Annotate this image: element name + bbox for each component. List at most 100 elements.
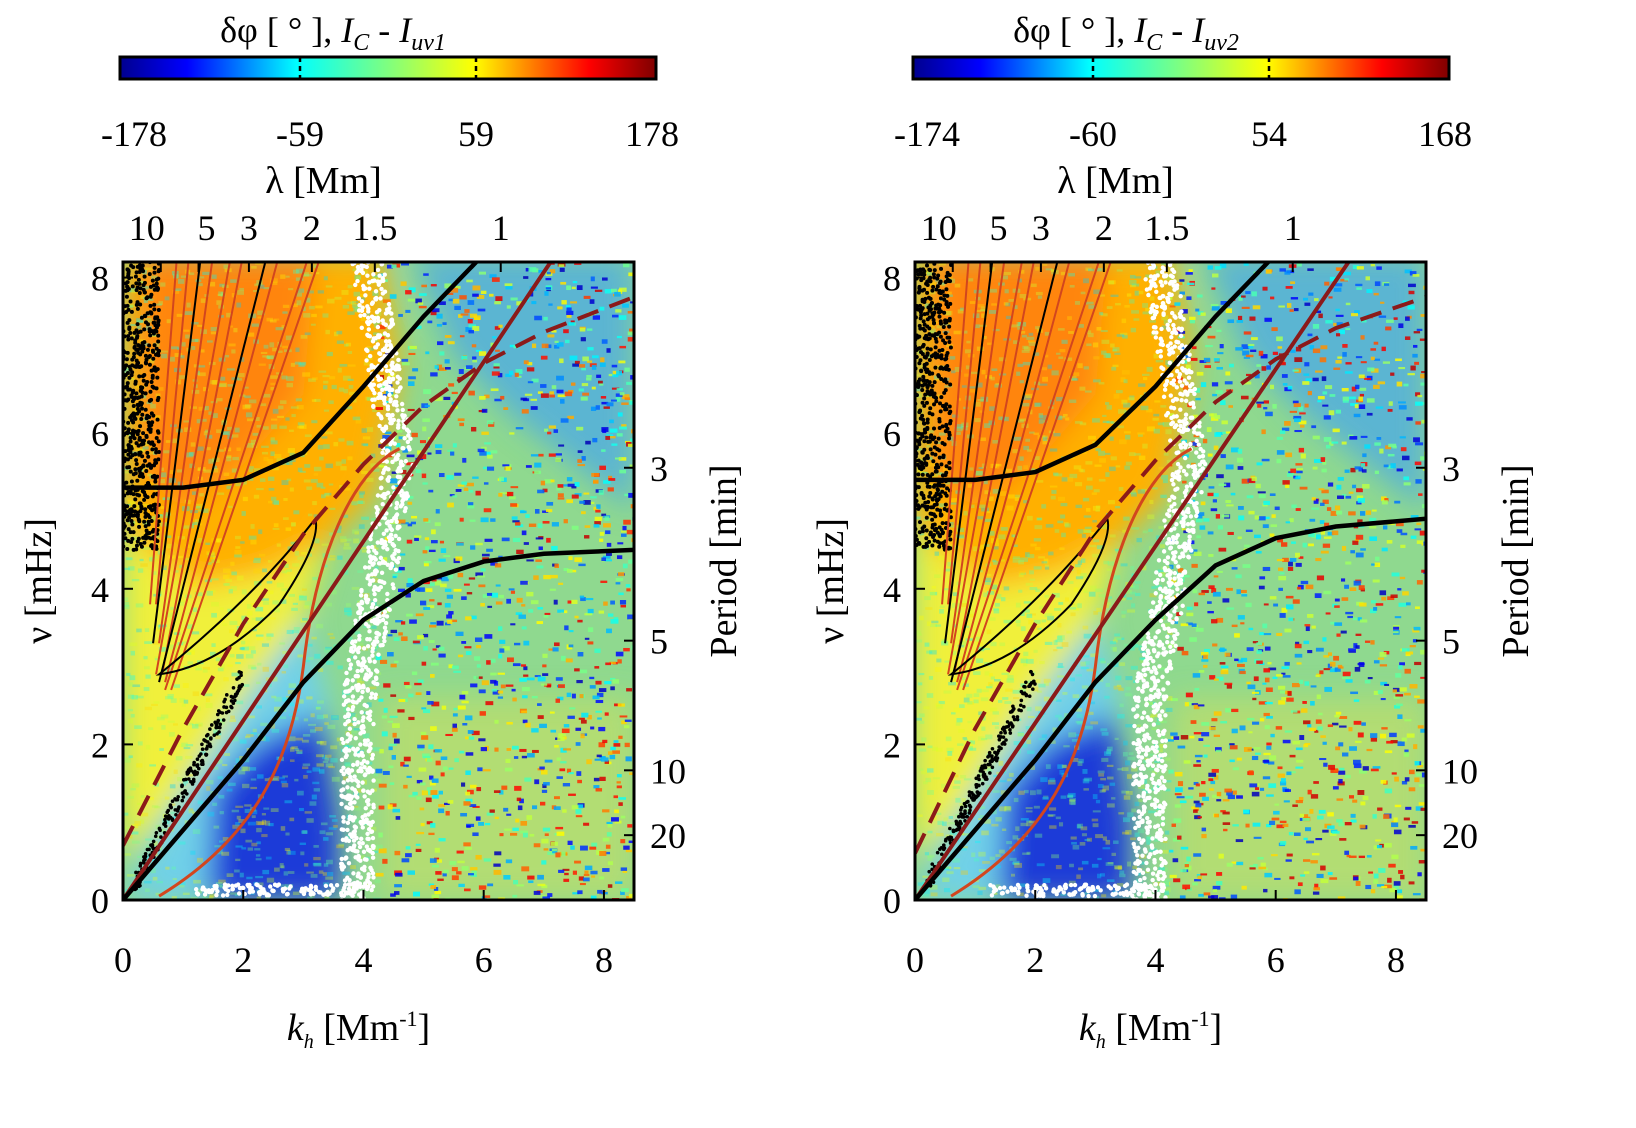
speckle bbox=[617, 659, 622, 664]
speckle bbox=[405, 846, 411, 850]
speckle bbox=[195, 722, 203, 727]
speckle bbox=[490, 672, 497, 676]
speckle bbox=[128, 566, 135, 571]
white-band-point bbox=[391, 585, 396, 591]
speckle bbox=[952, 774, 959, 778]
speckle bbox=[276, 350, 283, 353]
speckle bbox=[189, 451, 195, 457]
speckle bbox=[235, 858, 241, 862]
speckle bbox=[136, 318, 144, 323]
speckle bbox=[301, 588, 307, 591]
speckle bbox=[423, 709, 431, 714]
speckle bbox=[574, 262, 582, 265]
white-band-point bbox=[366, 821, 371, 826]
speckle bbox=[603, 480, 611, 484]
speckle bbox=[613, 740, 619, 743]
black-point bbox=[157, 348, 162, 353]
speckle bbox=[1360, 435, 1368, 438]
speckle bbox=[235, 483, 244, 487]
speckle bbox=[432, 794, 439, 799]
speckle bbox=[527, 875, 535, 880]
colorbar-title-part: C bbox=[353, 30, 370, 56]
speckle bbox=[324, 894, 330, 900]
speckle bbox=[285, 527, 292, 531]
speckle bbox=[930, 623, 938, 628]
speckle bbox=[379, 384, 387, 390]
speckle bbox=[372, 747, 381, 752]
speckle bbox=[523, 276, 529, 279]
speckle bbox=[448, 298, 454, 302]
black-point bbox=[152, 320, 157, 325]
speckle bbox=[505, 684, 514, 687]
speckle bbox=[245, 412, 253, 418]
white-band-point bbox=[383, 380, 389, 385]
speckle bbox=[180, 275, 188, 278]
speckle bbox=[494, 563, 502, 568]
speckle bbox=[1245, 529, 1253, 532]
speckle bbox=[310, 713, 315, 718]
white-band-point bbox=[385, 406, 391, 412]
speckle bbox=[1384, 750, 1393, 754]
speckle bbox=[626, 381, 632, 385]
speckle bbox=[1321, 489, 1329, 494]
black-point bbox=[138, 542, 143, 547]
speckle bbox=[469, 519, 476, 522]
speckle bbox=[254, 283, 263, 287]
speckle bbox=[227, 384, 235, 387]
speckle bbox=[570, 845, 575, 850]
speckle bbox=[1341, 676, 1350, 680]
speckle bbox=[224, 455, 232, 458]
black-point bbox=[128, 331, 133, 336]
speckle bbox=[512, 520, 520, 523]
x-axis-label-part: -1 bbox=[399, 1006, 417, 1031]
speckle bbox=[338, 387, 345, 392]
speckle bbox=[465, 651, 472, 656]
speckle bbox=[443, 396, 451, 401]
white-band-point bbox=[384, 307, 390, 312]
speckle bbox=[439, 540, 445, 544]
speckle bbox=[212, 468, 219, 473]
speckle bbox=[323, 385, 328, 390]
speckle bbox=[306, 297, 311, 303]
lambda-tick-label: 10 bbox=[129, 208, 165, 248]
speckle bbox=[547, 431, 552, 435]
white-band-point bbox=[385, 412, 390, 418]
speckle bbox=[1164, 830, 1170, 835]
speckle bbox=[427, 452, 432, 455]
white-band-point bbox=[346, 889, 351, 895]
speckle bbox=[598, 489, 604, 495]
speckle bbox=[152, 334, 159, 338]
speckle bbox=[564, 339, 570, 344]
speckle bbox=[238, 818, 245, 824]
speckle bbox=[483, 858, 492, 862]
white-band-point bbox=[365, 760, 370, 765]
white-band-point bbox=[397, 366, 402, 372]
white-band-point bbox=[366, 565, 372, 570]
speckle bbox=[519, 798, 524, 804]
white-band-point bbox=[371, 845, 376, 851]
white-band-point bbox=[348, 882, 353, 887]
white-band-point bbox=[369, 556, 374, 562]
speckle bbox=[995, 865, 1002, 869]
speckle bbox=[352, 303, 358, 308]
speckle bbox=[169, 356, 175, 362]
black-point bbox=[134, 458, 139, 463]
speckle bbox=[508, 588, 515, 591]
speckle bbox=[1237, 663, 1245, 668]
speckle bbox=[320, 486, 326, 489]
speckle bbox=[438, 646, 445, 651]
speckle bbox=[308, 723, 317, 726]
speckle bbox=[343, 776, 348, 781]
white-band-point bbox=[392, 441, 397, 446]
speckle bbox=[501, 785, 508, 790]
speckle bbox=[246, 734, 254, 737]
speckle bbox=[179, 884, 185, 888]
speckle bbox=[421, 661, 427, 666]
speckle bbox=[426, 787, 432, 791]
speckle bbox=[128, 755, 133, 759]
speckle bbox=[1166, 780, 1172, 783]
speckle bbox=[1025, 552, 1030, 557]
white-band-point bbox=[353, 282, 358, 288]
white-band-point bbox=[366, 306, 371, 311]
speckle bbox=[1035, 588, 1040, 593]
